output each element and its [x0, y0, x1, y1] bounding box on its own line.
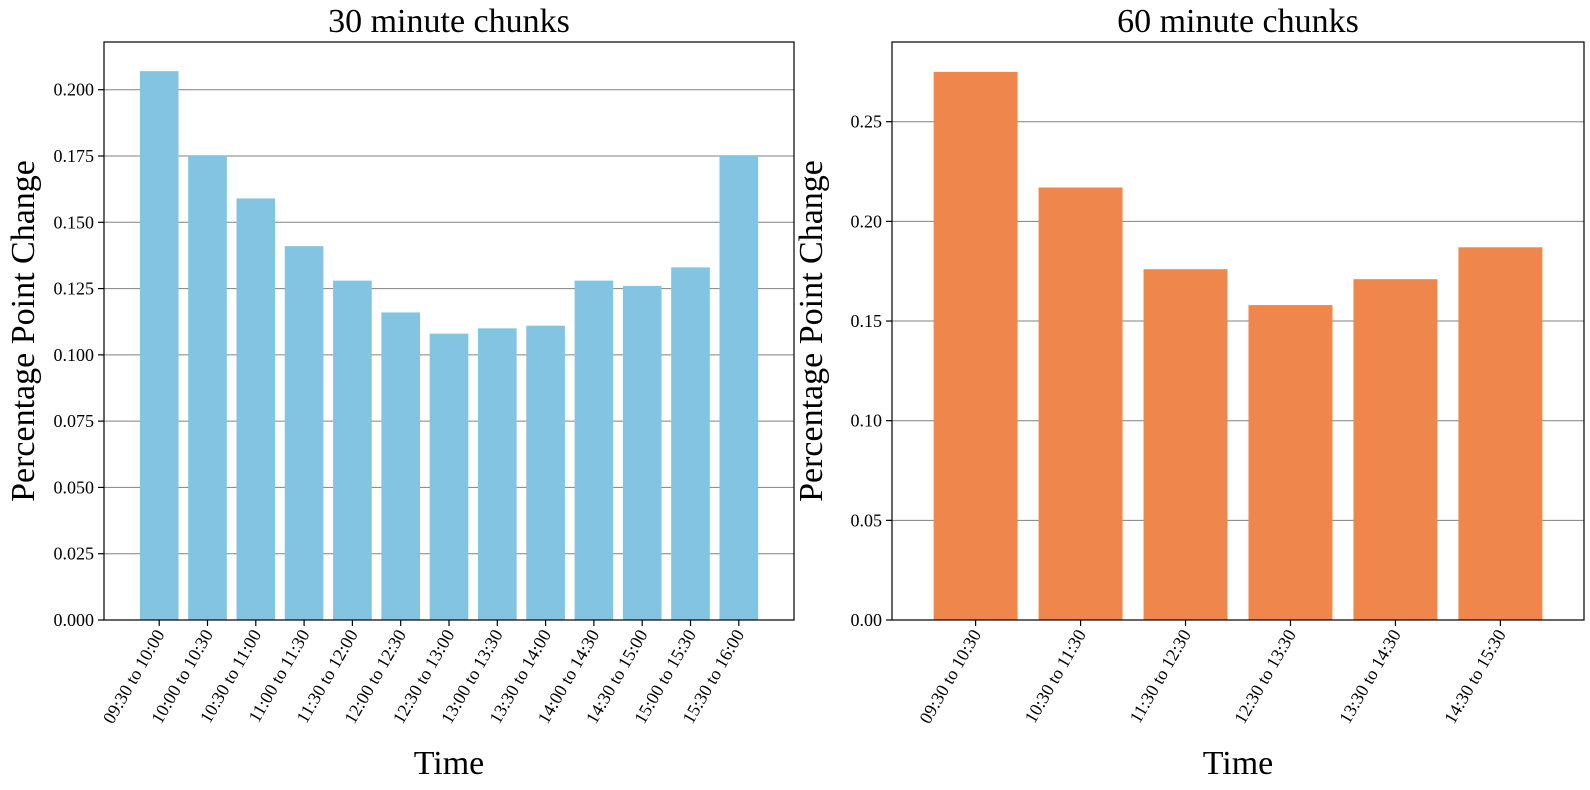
y-tick-label: 0.150	[54, 212, 95, 232]
y-axis-label: Percentage Point Change	[793, 160, 830, 502]
bar	[139, 71, 179, 620]
bar	[429, 333, 469, 620]
x-tick-label: 14:30 to 15:30	[1440, 626, 1510, 727]
x-axis-label: Time	[1203, 745, 1274, 782]
y-tick-label: 0.025	[54, 544, 95, 564]
bar	[574, 280, 614, 620]
bar	[236, 198, 276, 620]
bar	[188, 156, 227, 621]
chart-title: 60 minute chunks	[1117, 3, 1359, 40]
y-tick-label: 0.00	[851, 610, 883, 630]
bar	[381, 312, 421, 620]
chart-title: 30 minute chunks	[328, 3, 570, 40]
bar	[1458, 247, 1543, 620]
y-tick-label: 0.25	[851, 112, 883, 132]
bar	[526, 325, 565, 620]
x-axis-label: Time	[414, 745, 485, 782]
y-tick-label: 0.100	[54, 345, 95, 365]
y-tick-label: 0.20	[851, 211, 883, 231]
y-tick-label: 0.15	[851, 311, 883, 331]
y-tick-label: 0.05	[851, 510, 883, 530]
bar	[622, 285, 662, 620]
y-tick-label: 0.10	[851, 411, 883, 431]
y-tick-label: 0.125	[54, 279, 95, 299]
bar	[671, 267, 710, 620]
bar	[1248, 305, 1333, 620]
chart-60-minute: 0.00 0.05 0.10 0.15 0.20 0.25 09:30 to 10:30 10…	[793, 3, 1585, 782]
y-tick-label: 0.200	[54, 80, 95, 100]
bar	[1038, 187, 1123, 620]
x-tick-label: 10:30 to 11:30	[1021, 626, 1090, 726]
bar	[1143, 269, 1228, 620]
bar	[933, 71, 1018, 621]
x-tick-label: 12:30 to 13:30	[1230, 626, 1300, 727]
y-tick-label: 0.175	[54, 146, 95, 166]
y-tick-label: 0.000	[54, 610, 95, 630]
bar	[477, 328, 517, 620]
plot-frame	[891, 41, 1585, 621]
bar	[719, 156, 759, 621]
bar	[1353, 279, 1438, 620]
y-axis-label: Percentage Point Change	[5, 160, 42, 502]
x-tick-label: 13:30 to 14:30	[1335, 626, 1405, 727]
y-tick-label: 0.075	[54, 411, 95, 431]
x-tick-label: 11:30 to 12:30	[1125, 626, 1194, 726]
bar	[333, 280, 372, 620]
chart-30-minute: 0.000 0.025 0.050 0.075 0.100 0.125 0.150 0.175…	[5, 3, 795, 782]
x-tick-label: 09:30 to 10:30	[915, 626, 985, 727]
y-tick-label: 0.050	[54, 477, 95, 497]
bar	[284, 246, 324, 621]
